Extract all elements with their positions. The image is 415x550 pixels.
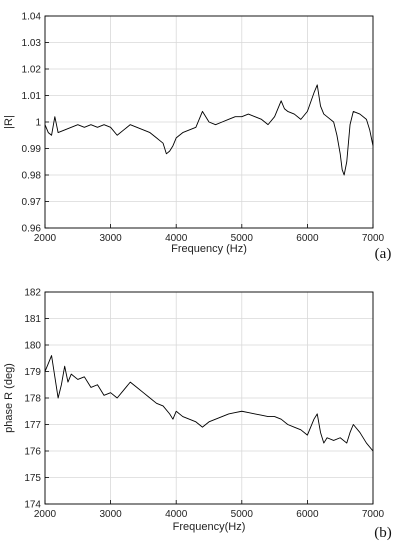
y-axis-label: |R|: [3, 115, 15, 129]
y-tick-label: 181: [24, 314, 41, 325]
y-tick-label: 179: [24, 367, 41, 378]
x-tick-label: 7000: [362, 233, 385, 244]
x-tick-label: 2000: [34, 509, 57, 520]
x-tick-label: 6000: [296, 233, 319, 244]
y-tick-label: 174: [24, 500, 41, 511]
x-tick-label: 4000: [165, 509, 188, 520]
y-tick-label: 1.04: [22, 12, 42, 23]
plot-frame: [44, 15, 374, 229]
chart-panel-a: 2000 3000 4000 5000 6000 7000 0.96 0.97 0.98 0.99…: [3, 12, 391, 263]
y-tick-label: 175: [24, 473, 41, 484]
y-tick-label: 1: [35, 118, 41, 129]
y-tick-label: 182: [24, 288, 41, 299]
x-tick-label: 3000: [99, 509, 122, 520]
y-tick-label: 177: [24, 420, 41, 431]
panel-tag: (b): [374, 525, 392, 541]
y-tick-label: 176: [24, 447, 41, 458]
y-tick-label: 0.98: [22, 171, 42, 182]
data-series-line: [44, 84, 374, 176]
x-tick-label: 3000: [99, 233, 122, 244]
x-tick-label: 5000: [231, 233, 254, 244]
y-tick-label: 1.02: [22, 65, 42, 76]
chart-panel-b: 2000 3000 4000 5000 6000 7000 174 175 176 177 178 1…: [3, 288, 392, 542]
y-tick-label: 0.96: [22, 224, 42, 235]
y-tick-label: 1.01: [22, 91, 42, 102]
y-tick-label: 180: [24, 341, 41, 352]
y-axis-label: phase R (deg): [3, 363, 15, 433]
data-series-line: [44, 355, 374, 452]
y-tick-label: 178: [24, 394, 41, 405]
x-axis-label: Frequency (Hz): [171, 243, 247, 255]
x-tick-label: 2000: [34, 233, 57, 244]
x-axis-label: Frequency(Hz): [173, 521, 246, 533]
panel-tag: (a): [375, 246, 392, 262]
x-tick-label: 4000: [165, 233, 188, 244]
y-tick-label: 1.03: [22, 38, 42, 49]
x-tick-label: 6000: [296, 509, 319, 520]
y-tick-label: 0.97: [22, 197, 42, 208]
x-tick-label: 7000: [362, 509, 385, 520]
plot-frame: [44, 291, 374, 505]
y-tick-label: 0.99: [22, 144, 42, 155]
x-tick-label: 5000: [231, 509, 254, 520]
